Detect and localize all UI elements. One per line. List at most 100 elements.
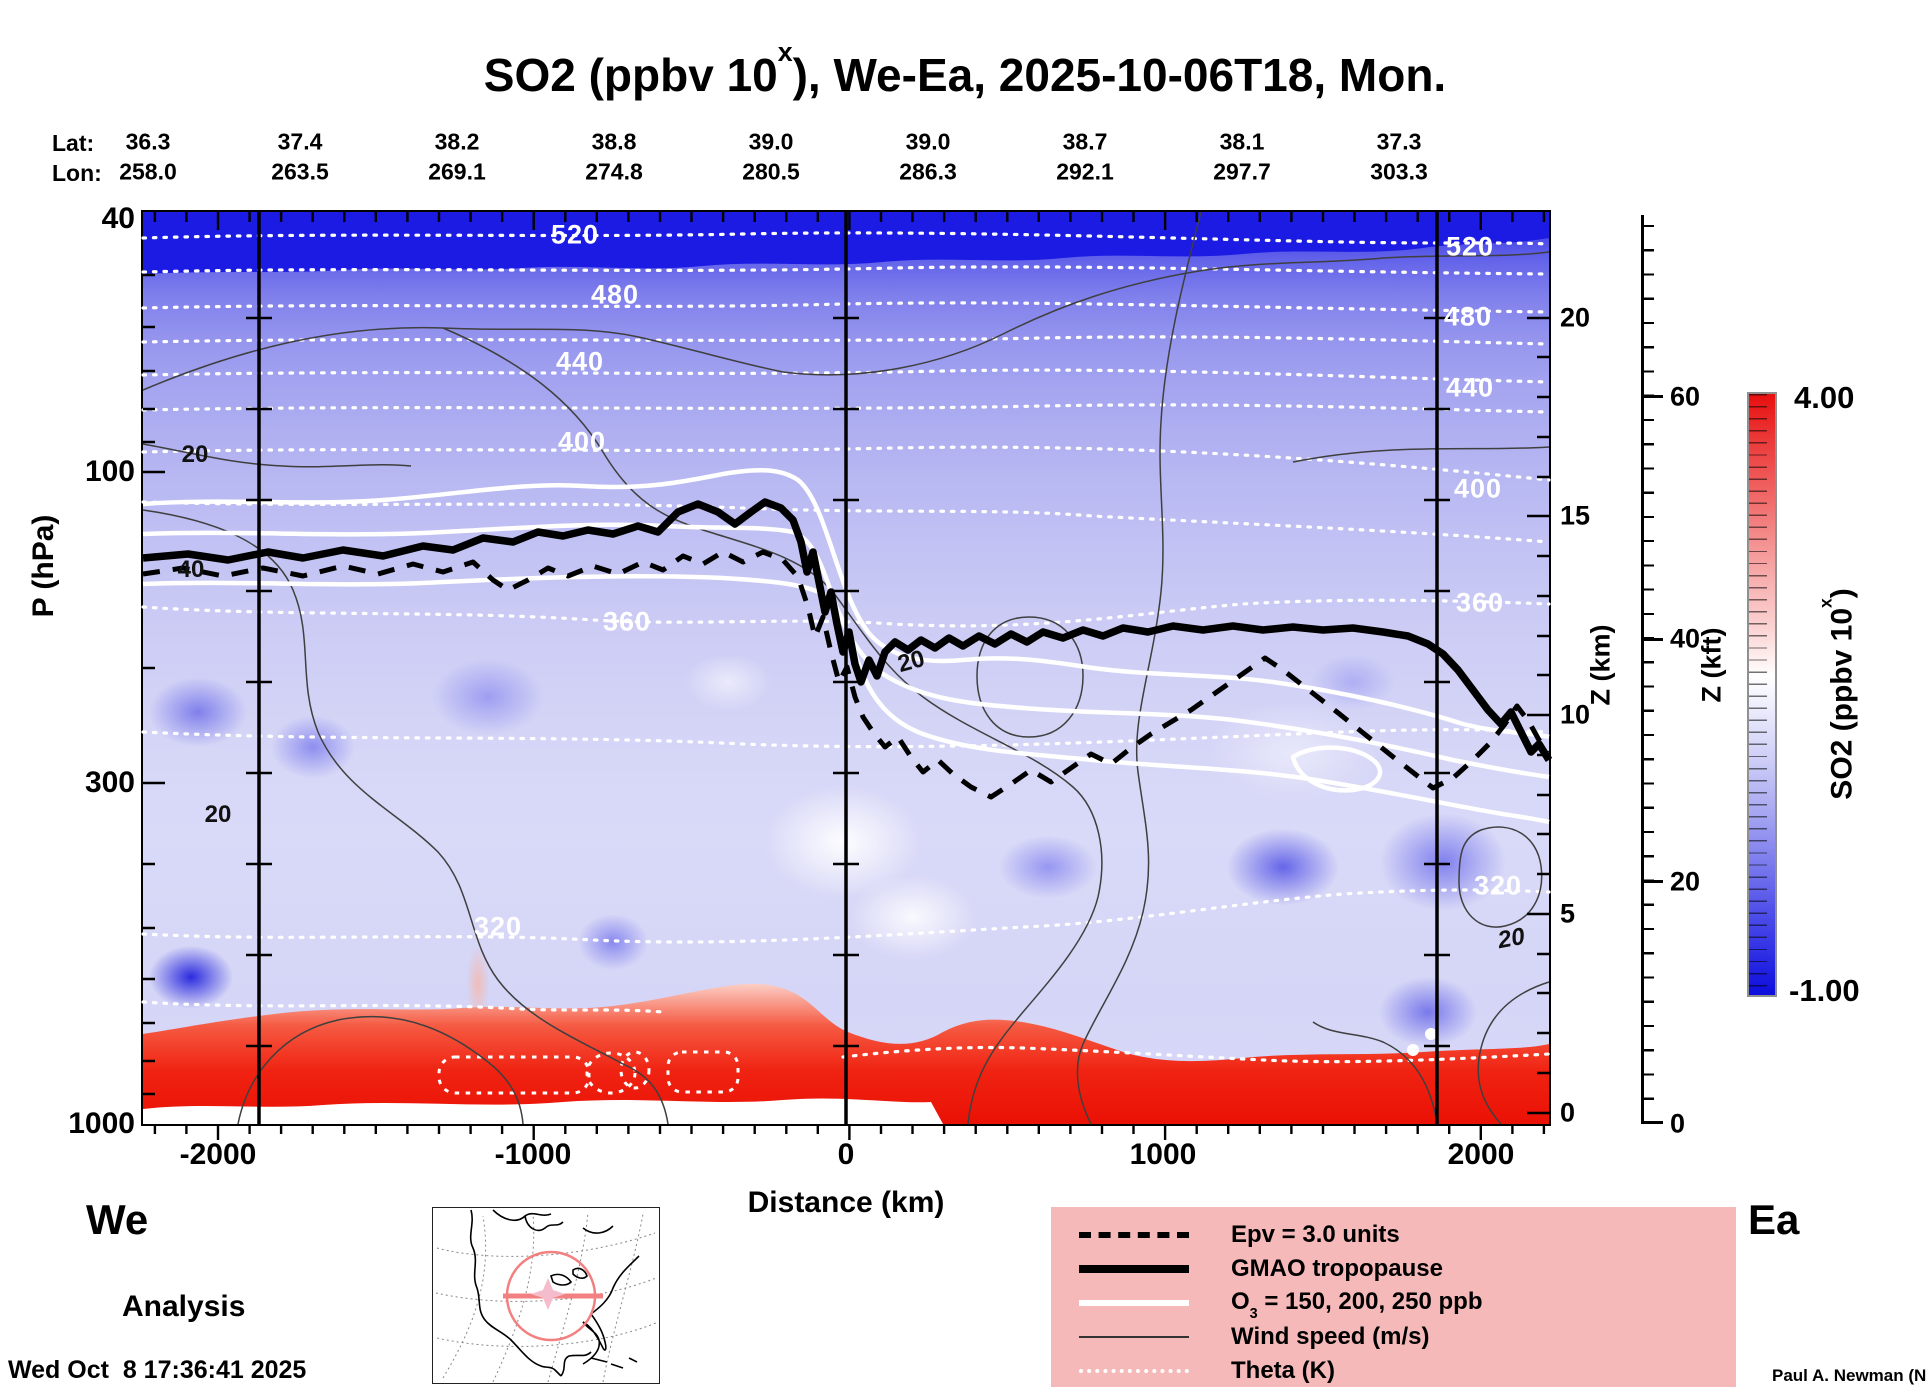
lon-value: 286.3 bbox=[899, 158, 957, 185]
theta-fragments bbox=[437, 1050, 740, 1095]
epv-line-sample bbox=[1079, 1232, 1189, 1238]
timestamp: Wed Oct 8 17:36:41 2025 bbox=[8, 1356, 307, 1384]
map-graticule bbox=[435, 1211, 657, 1383]
surface-white-gap bbox=[143, 1098, 943, 1124]
x-tick: -1000 bbox=[494, 1138, 572, 1171]
title-superscript: x bbox=[777, 37, 793, 68]
pressure-tick-300: 300 bbox=[84, 766, 135, 799]
pressure-tick-1000: 1000 bbox=[68, 1107, 135, 1140]
colorbar-label: SO2 (ppbv 10x) bbox=[1816, 588, 1860, 800]
map-inset bbox=[432, 1207, 660, 1384]
theta-label: 480 bbox=[590, 279, 640, 310]
credit-text: Paul A. Newman (NASA bbox=[1772, 1366, 1926, 1385]
lat-value: 38.7 bbox=[1062, 128, 1108, 155]
x-tick: 1000 bbox=[1129, 1138, 1197, 1171]
zkft-tick: 0 bbox=[1670, 1108, 1686, 1139]
lat-value: 39.0 bbox=[905, 128, 951, 155]
lon-value: 258.0 bbox=[119, 158, 177, 185]
analysis-label: Analysis bbox=[122, 1290, 246, 1323]
zkm-tick: 15 bbox=[1560, 500, 1591, 531]
map-inset-graphic bbox=[435, 1209, 657, 1383]
zkm-tick: 10 bbox=[1560, 699, 1591, 730]
pressure-tick-40: 40 bbox=[101, 202, 135, 235]
pressure-axis-label: P (hPa) bbox=[27, 514, 60, 618]
colorbar-ticks bbox=[1749, 394, 1767, 995]
lon-value: 292.1 bbox=[1056, 158, 1114, 185]
east-end-label: Ea bbox=[1748, 1196, 1800, 1243]
wind-label: 20 bbox=[181, 441, 209, 468]
zkft-major-tick bbox=[1643, 1121, 1663, 1124]
reference-line-ticks bbox=[246, 316, 1450, 1048]
plot-overlays bbox=[141, 211, 1553, 1140]
zkft-major-tick bbox=[1643, 638, 1663, 641]
theta-line-sample bbox=[1079, 1369, 1189, 1373]
wind-label: 40 bbox=[177, 556, 205, 583]
zkm-axis-label: Z (km) bbox=[1585, 624, 1616, 706]
wind-label: 20 bbox=[1495, 922, 1527, 955]
lat-row-label: Lat: bbox=[52, 130, 95, 156]
x-tick: -2000 bbox=[179, 1138, 257, 1171]
title-prefix: SO2 (ppbv 10 bbox=[483, 49, 778, 101]
map-coastline bbox=[469, 1209, 640, 1377]
theta-label: 440 bbox=[1445, 372, 1495, 403]
zkm-tick: 0 bbox=[1560, 1097, 1576, 1128]
lat-value: 38.2 bbox=[434, 128, 480, 155]
lon-value: 263.5 bbox=[271, 158, 329, 185]
lon-value: 269.1 bbox=[428, 158, 486, 185]
lon-value: 280.5 bbox=[742, 158, 800, 185]
zkm-tick: 20 bbox=[1560, 302, 1591, 333]
so2-colorbar bbox=[1747, 392, 1777, 997]
zkft-tick: 60 bbox=[1670, 381, 1701, 412]
zkft-axis-label: Z (kft) bbox=[1696, 627, 1727, 703]
ozone-label-subscript: 3 bbox=[1249, 1306, 1258, 1323]
lat-value: 39.0 bbox=[748, 128, 794, 155]
theta-label: 320 bbox=[1473, 870, 1523, 901]
title-suffix: ), We-Ea, 2025-10-06T18, Mon. bbox=[792, 49, 1447, 101]
pressure-tick-100: 100 bbox=[84, 455, 135, 488]
theta-label: 440 bbox=[555, 346, 605, 377]
legend-label: Theta (K) bbox=[1231, 1357, 1335, 1384]
ozone-line-sample bbox=[1079, 1300, 1189, 1306]
ozone-label-prefix: O bbox=[1231, 1287, 1250, 1315]
legend-label: Wind speed (m/s) bbox=[1231, 1323, 1430, 1350]
zkft-major-tick bbox=[1643, 880, 1663, 883]
legend-label: O3 = 150, 200, 250 ppb bbox=[1231, 1287, 1483, 1323]
page-title: SO2 (ppbv 10x), We-Ea, 2025-10-06T18, Mo… bbox=[483, 37, 1447, 102]
colorbar-min: -1.00 bbox=[1789, 973, 1860, 1008]
wind-line-sample bbox=[1079, 1336, 1189, 1338]
zkft-major-tick bbox=[1643, 395, 1663, 398]
lon-value: 303.3 bbox=[1370, 158, 1428, 185]
legend-box: Epv = 3.0 units GMAO tropopause O3 = 150… bbox=[1051, 1207, 1736, 1387]
legend-label: GMAO tropopause bbox=[1231, 1255, 1444, 1282]
colorbar-max: 4.00 bbox=[1794, 380, 1855, 415]
zkft-axis-minor-ticks bbox=[1643, 215, 1654, 1124]
wind-label: 20 bbox=[204, 801, 232, 828]
map-center-star bbox=[531, 1278, 565, 1310]
axis-ticks bbox=[143, 212, 1549, 1140]
lat-value: 38.1 bbox=[1219, 128, 1265, 155]
wind-speed-contours bbox=[142, 211, 1550, 1125]
x-axis-label: Distance (km) bbox=[747, 1186, 945, 1219]
lat-value: 37.3 bbox=[1376, 128, 1422, 155]
theta-label: 480 bbox=[1443, 301, 1493, 332]
lon-row-label: Lon: bbox=[52, 160, 102, 186]
theta-label: 520 bbox=[550, 219, 600, 250]
reference-lines bbox=[246, 212, 1450, 1124]
lat-value: 36.3 bbox=[125, 128, 171, 155]
theta-label: 320 bbox=[473, 911, 523, 942]
ozone-label-suffix: = 150, 200, 250 ppb bbox=[1257, 1287, 1483, 1315]
legend-label: Epv = 3.0 units bbox=[1231, 1221, 1400, 1248]
tropopause-line-sample bbox=[1079, 1265, 1189, 1273]
lat-value: 38.8 bbox=[591, 128, 637, 155]
colorbar-label-suffix: ) bbox=[1825, 588, 1859, 599]
colorbar-label-prefix: SO2 (ppbv 10 bbox=[1825, 607, 1859, 800]
x-tick: 0 bbox=[837, 1138, 855, 1171]
lon-value: 297.7 bbox=[1213, 158, 1271, 185]
theta-label: 400 bbox=[1453, 473, 1503, 504]
zkft-axis-line bbox=[1641, 215, 1644, 1124]
zkft-tick: 40 bbox=[1670, 623, 1701, 654]
tropopause-line bbox=[142, 498, 1553, 762]
epv-contour bbox=[142, 549, 1551, 800]
lat-value: 37.4 bbox=[277, 128, 323, 155]
theta-label: 360 bbox=[1455, 587, 1505, 618]
